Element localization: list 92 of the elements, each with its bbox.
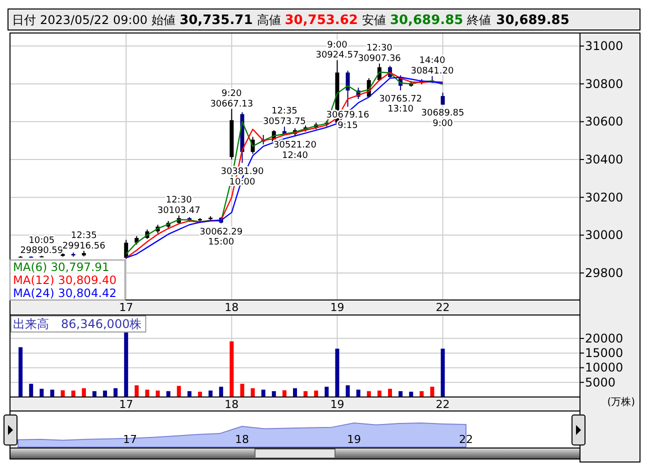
- text: 30,689.85: [496, 13, 570, 28]
- legend: MA(6) 30,797.91 MA(12) 30,809.40 MA(24) 30,804.42: [10, 260, 126, 300]
- text: 終値: [466, 13, 492, 27]
- candlestick: [124, 239, 128, 260]
- bar: [156, 390, 160, 397]
- bar: [440, 348, 445, 397]
- x-tick-label: 17: [119, 398, 134, 411]
- text: 30,689.85: [390, 13, 464, 28]
- text: 日付: [12, 13, 36, 27]
- bar: [29, 384, 34, 397]
- candlestick: [440, 92, 445, 106]
- bar: [103, 390, 107, 397]
- bar: [92, 391, 96, 397]
- series-label: MA(6) 30,797.91: [13, 260, 110, 274]
- x-tick-label: 22: [436, 301, 450, 314]
- series-label: MA(12) 30,809.40: [13, 273, 117, 287]
- annotation: 10:05 29890.59: [20, 236, 64, 256]
- bar: [187, 391, 192, 397]
- bar: [134, 385, 139, 397]
- text: 高値: [256, 13, 281, 27]
- bar: [219, 386, 224, 397]
- annotation: 30521.20 12:40: [274, 140, 317, 161]
- bar: [272, 391, 276, 397]
- y-tick-label: 30200: [585, 190, 624, 204]
- x-tick-label: 18: [235, 433, 249, 446]
- x-tick-label: 19: [347, 433, 361, 446]
- bar: [314, 390, 318, 397]
- annotation: 14:40 30841.20: [410, 56, 454, 76]
- text: 30,753.62: [284, 13, 358, 28]
- bar: [304, 391, 308, 397]
- bar: [366, 391, 371, 397]
- bar: [166, 391, 170, 397]
- text: 2023/05/22 09:00: [40, 13, 148, 27]
- bar: [420, 391, 424, 397]
- y-tick-label: 10000: [585, 360, 624, 375]
- bar: [198, 392, 202, 397]
- y-tick-label: 30600: [585, 114, 624, 129]
- text: 始値: [152, 13, 176, 27]
- x-tick-label: 22: [459, 433, 473, 446]
- y-tick-label: 30800: [585, 76, 624, 91]
- annotation: 30062.29 15:00: [200, 227, 243, 248]
- annotation: 12:35 30573.75: [262, 106, 306, 127]
- bar: [430, 386, 434, 397]
- annotation: 9:20 30667.13: [210, 88, 254, 110]
- text: 安値: [362, 13, 386, 27]
- bar: [50, 390, 54, 397]
- y-tick-label: 15000: [585, 346, 624, 360]
- bar: [240, 384, 244, 397]
- bar: [18, 347, 23, 397]
- bar: [261, 390, 266, 397]
- y-tick-label: 29800: [585, 266, 624, 280]
- x-tick-label: 19: [330, 301, 344, 314]
- x-tick-label: 22: [436, 398, 450, 411]
- bar: [346, 385, 350, 397]
- candlestick: [346, 70, 350, 108]
- bar: [293, 388, 297, 397]
- bar: [176, 386, 181, 397]
- bar: [335, 348, 340, 397]
- bar: [250, 388, 255, 397]
- x-tick-label: 18: [224, 398, 239, 411]
- y-tick-label: 20000: [585, 331, 624, 346]
- x-tick-label: 17: [123, 433, 137, 446]
- bar: [230, 341, 234, 397]
- x-tick-label: 18: [224, 301, 239, 314]
- x-tick-label: 17: [119, 301, 134, 314]
- bar: [324, 386, 329, 397]
- bar: [71, 390, 76, 397]
- y-tick-label: 30400: [585, 152, 624, 167]
- bar: [356, 390, 360, 397]
- bar: [208, 390, 213, 397]
- y-tick-label: 30000: [585, 228, 624, 242]
- annotation: 12:30 30103.47: [157, 196, 200, 216]
- y-axis-title: (万株): [607, 396, 636, 408]
- bar: [82, 388, 86, 397]
- bar: [377, 390, 382, 397]
- bar: [124, 332, 128, 397]
- text: 30,735.71: [180, 13, 253, 28]
- bar: [388, 388, 392, 397]
- annotation: 30689.85 9:00: [421, 108, 464, 130]
- y-tick-label: 31000: [585, 39, 624, 54]
- annotation: 30765.72 13:10: [379, 94, 422, 115]
- bar: [409, 392, 414, 397]
- annotation: 12:35 29916.56: [62, 230, 106, 252]
- y-tick-label: 5000: [585, 375, 616, 390]
- x-tick-label: 19: [330, 398, 344, 411]
- annotation: 9:00 30924.57: [316, 40, 359, 61]
- bar: [114, 388, 118, 397]
- annotation: 12:30 30907.36: [358, 44, 402, 64]
- bar: [145, 390, 150, 397]
- bar: [40, 388, 44, 397]
- chart-title: 出来高 86,346,000株: [13, 317, 142, 331]
- bar: [398, 391, 403, 397]
